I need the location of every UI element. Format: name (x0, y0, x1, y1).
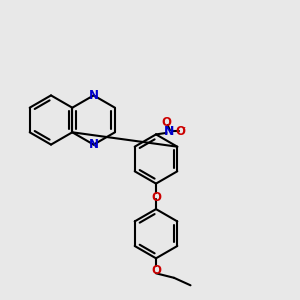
Text: O: O (175, 125, 185, 138)
Text: O: O (162, 116, 172, 130)
Text: +: + (168, 128, 174, 134)
Text: N: N (88, 89, 99, 102)
Text: O: O (151, 190, 161, 204)
Text: N: N (88, 138, 99, 151)
Text: -: - (182, 122, 185, 133)
Text: N: N (164, 125, 175, 138)
Text: O: O (151, 264, 161, 277)
